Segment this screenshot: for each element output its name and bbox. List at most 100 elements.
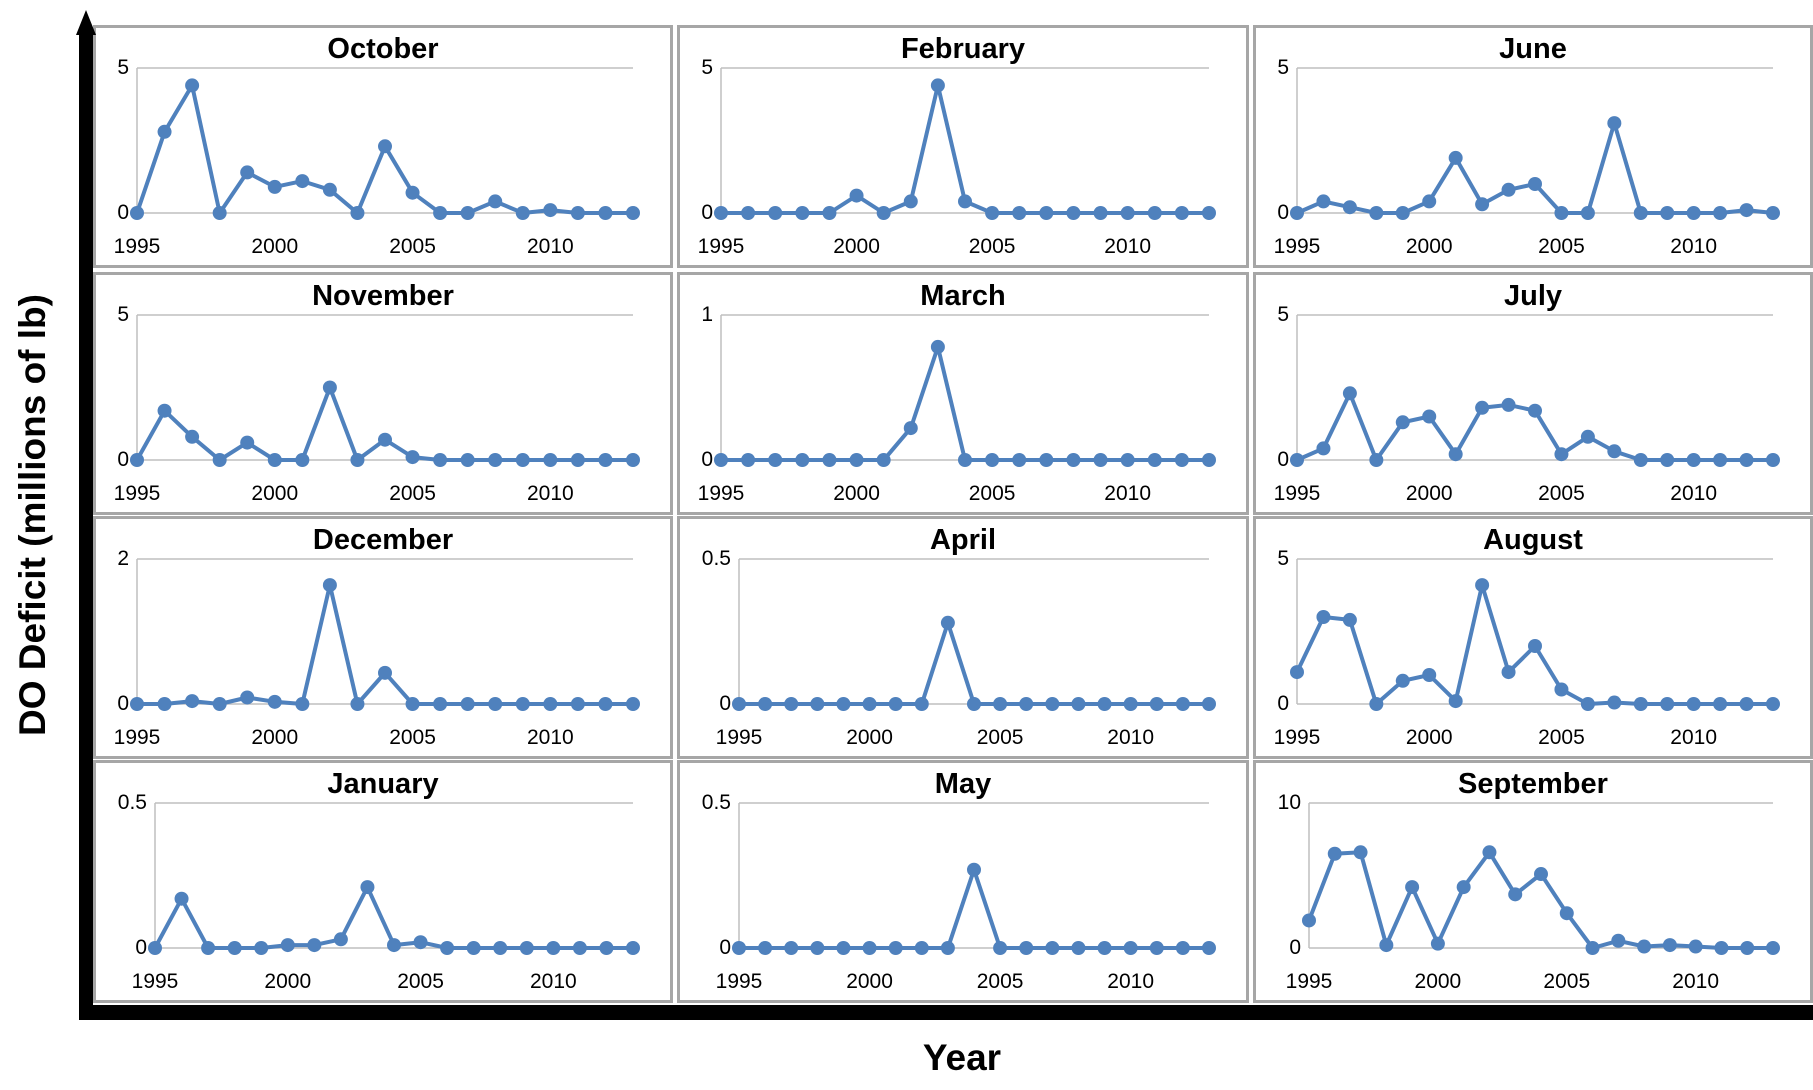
x-tick-label: 1995 <box>1274 726 1321 749</box>
data-point <box>958 453 972 467</box>
data-point <box>1766 206 1780 220</box>
data-point <box>212 697 227 711</box>
data-point <box>185 429 200 444</box>
data-point <box>1012 206 1027 220</box>
data-point <box>784 697 799 711</box>
x-tick-label: 1995 <box>1274 235 1321 258</box>
data-point <box>543 697 558 711</box>
data-point <box>1528 177 1542 191</box>
data-point <box>1045 941 1060 955</box>
data-point <box>1342 200 1357 215</box>
data-point <box>493 941 508 955</box>
y-tick-label: 0 <box>719 936 731 959</box>
data-point <box>1123 697 1138 711</box>
data-point <box>515 453 530 467</box>
panel-july: July 0 5 1995 2000 2005 2010 <box>1253 272 1813 515</box>
data-point <box>1149 941 1164 955</box>
data-point <box>599 941 614 955</box>
data-point <box>322 380 337 395</box>
y-tick-label: 0.5 <box>118 791 147 814</box>
data-point <box>240 690 255 705</box>
data-point <box>1713 453 1728 467</box>
data-point <box>1342 612 1357 627</box>
data-point <box>1174 453 1189 467</box>
data-point <box>488 453 503 467</box>
x-tick-label: 2010 <box>1107 726 1154 749</box>
data-point <box>1686 453 1701 467</box>
x-tick-label: 2005 <box>977 970 1024 993</box>
x-tick-label: 2005 <box>969 482 1016 505</box>
data-point <box>1766 941 1780 955</box>
x-tick-label: 2010 <box>527 482 574 505</box>
data-point <box>1316 441 1331 456</box>
data-point <box>1688 939 1703 954</box>
data-point <box>888 697 903 711</box>
data-point <box>1475 197 1490 212</box>
x-tick-label: 2010 <box>1104 235 1151 258</box>
y-tick-label: 0 <box>1289 936 1301 959</box>
data-point <box>1739 453 1754 467</box>
data-point <box>1097 697 1112 711</box>
x-tick-label: 2000 <box>251 235 298 258</box>
x-tick-label: 2005 <box>389 235 436 258</box>
data-point <box>795 206 810 220</box>
data-point <box>1637 939 1652 954</box>
panel-title: August <box>1483 524 1583 556</box>
panel-title: September <box>1458 768 1608 800</box>
data-point <box>914 697 929 711</box>
data-point <box>732 941 746 955</box>
x-tick-label: 1995 <box>716 726 763 749</box>
data-point <box>360 880 375 895</box>
data-point <box>543 203 558 218</box>
data-point <box>387 938 401 953</box>
data-point <box>1740 941 1755 955</box>
panel-may: May 0 0.5 1995 2000 2005 2010 <box>677 760 1249 1003</box>
panel-title: October <box>327 33 438 65</box>
data-point <box>1739 697 1754 711</box>
data-point <box>714 206 728 220</box>
data-point <box>1607 116 1622 131</box>
x-tick-label: 1995 <box>114 726 161 749</box>
panel-january: January 0 0.5 1995 2000 2005 2010 <box>93 760 673 1003</box>
data-point <box>1175 941 1190 955</box>
data-point <box>1633 697 1648 711</box>
data-point <box>1202 453 1216 467</box>
data-point <box>862 941 877 955</box>
data-point <box>768 453 783 467</box>
data-point <box>993 941 1008 955</box>
data-point <box>405 450 420 465</box>
data-point <box>267 453 282 467</box>
data-point <box>1039 206 1054 220</box>
data-point <box>849 453 864 467</box>
data-point <box>174 891 189 906</box>
y-tick-label: 0 <box>1277 692 1289 715</box>
data-point <box>1686 697 1701 711</box>
data-point <box>405 697 420 711</box>
y-tick-label: 5 <box>701 56 713 79</box>
panel-border <box>93 272 673 515</box>
data-point <box>1633 453 1648 467</box>
data-point <box>849 188 864 203</box>
data-point <box>810 697 825 711</box>
y-tick-label: 1 <box>701 303 713 326</box>
data-point <box>1580 429 1595 444</box>
data-point <box>1660 206 1675 220</box>
data-point <box>572 941 587 955</box>
x-tick-label: 2000 <box>1406 726 1453 749</box>
data-point <box>1290 665 1304 680</box>
panel-border <box>677 516 1249 759</box>
panel-title: July <box>1504 280 1562 312</box>
data-point <box>1316 610 1331 624</box>
data-point <box>488 194 503 209</box>
data-point <box>1019 697 1034 711</box>
panel-border <box>1253 516 1813 759</box>
data-point <box>130 453 144 467</box>
panel-title: December <box>313 524 453 556</box>
panel-border <box>93 516 673 759</box>
x-tick-label: 2005 <box>389 482 436 505</box>
data-point <box>784 941 799 955</box>
data-point <box>1501 182 1516 197</box>
panel-border <box>677 272 1249 515</box>
data-point <box>836 941 851 955</box>
x-tick-label: 2005 <box>397 970 444 993</box>
